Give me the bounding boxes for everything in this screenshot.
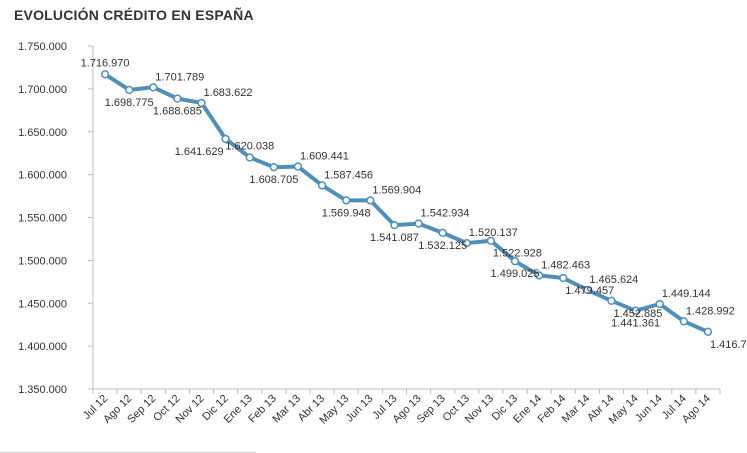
- data-point: [197, 98, 206, 108]
- y-tick-label: 1.700.000: [18, 84, 67, 96]
- data-label: 1.441.361: [611, 318, 660, 330]
- data-label: 1.620.038: [225, 140, 274, 152]
- data-point: [534, 271, 544, 280]
- data-point: [462, 238, 471, 248]
- data-label: 1.716.970: [81, 57, 130, 69]
- data-label: 1.683.622: [204, 87, 253, 99]
- data-label: 1.416.711: [710, 339, 747, 351]
- data-point: [559, 273, 568, 283]
- data-point: [173, 94, 182, 103]
- y-tick-label: 1.750.000: [18, 41, 67, 53]
- data-label: 1.479.457: [565, 285, 614, 297]
- data-point: [655, 299, 664, 309]
- data-point: [510, 257, 520, 266]
- data-label: 1.587.456: [324, 169, 373, 181]
- data-label: 1.701.789: [155, 71, 204, 83]
- data-label: 1.609.441: [300, 151, 349, 163]
- data-label: 1.482.463: [541, 259, 590, 271]
- data-point: [100, 70, 110, 79]
- data-point: [486, 236, 496, 245]
- y-tick-label: 1.650.000: [18, 127, 67, 139]
- data-label: 1.465.624: [589, 274, 638, 286]
- y-tick-label: 1.550.000: [18, 213, 67, 225]
- data-label: 1.428.992: [686, 305, 735, 317]
- data-label: 1.520.137: [469, 227, 518, 239]
- data-point: [390, 220, 399, 230]
- data-label: 1.698.775: [105, 97, 154, 109]
- data-label: 1.532.125: [418, 240, 467, 252]
- data-label: 1.541.087: [370, 232, 419, 244]
- data-point: [607, 296, 616, 305]
- data-point: [679, 317, 688, 326]
- data-label: 1.569.904: [372, 184, 421, 196]
- series-line: [103, 72, 710, 334]
- y-tick-label: 1.350.000: [18, 384, 67, 396]
- y-tick-label: 1.600.000: [18, 170, 67, 182]
- data-point: [293, 162, 303, 171]
- y-tick-label: 1.500.000: [18, 255, 67, 267]
- data-label: 1.688.685: [153, 106, 202, 118]
- x-tick-label: Jun 14: [633, 393, 665, 425]
- data-label: 1.452.885: [613, 308, 662, 320]
- x-tick-label: Jun 13: [344, 393, 376, 425]
- y-tick-label: 1.400.000: [18, 341, 67, 353]
- data-point: [149, 83, 158, 92]
- data-point: [221, 134, 230, 144]
- data-point: [269, 163, 279, 172]
- chart-title: EVOLUCIÓN CRÉDITO EN ESPAÑA: [14, 7, 254, 23]
- data-label: 1.499.025: [491, 268, 540, 280]
- data-label: 1.569.948: [322, 207, 371, 219]
- data-point: [342, 196, 351, 205]
- data-point: [583, 285, 592, 295]
- data-label: 1.522.928: [493, 248, 542, 260]
- data-point: [317, 181, 327, 190]
- data-point: [414, 219, 423, 228]
- data-point: [438, 228, 447, 237]
- data-point: [245, 153, 254, 162]
- data-point: [125, 85, 134, 95]
- data-point: [631, 306, 640, 315]
- data-point: [703, 327, 713, 336]
- data-label: 1.542.934: [421, 208, 470, 220]
- data-label: 1.449.144: [662, 288, 711, 300]
- data-point: [366, 196, 375, 205]
- data-label: 1.608.705: [249, 174, 298, 186]
- y-tick-label: 1.450.000: [18, 298, 67, 310]
- data-label: 1.641.629: [175, 146, 224, 158]
